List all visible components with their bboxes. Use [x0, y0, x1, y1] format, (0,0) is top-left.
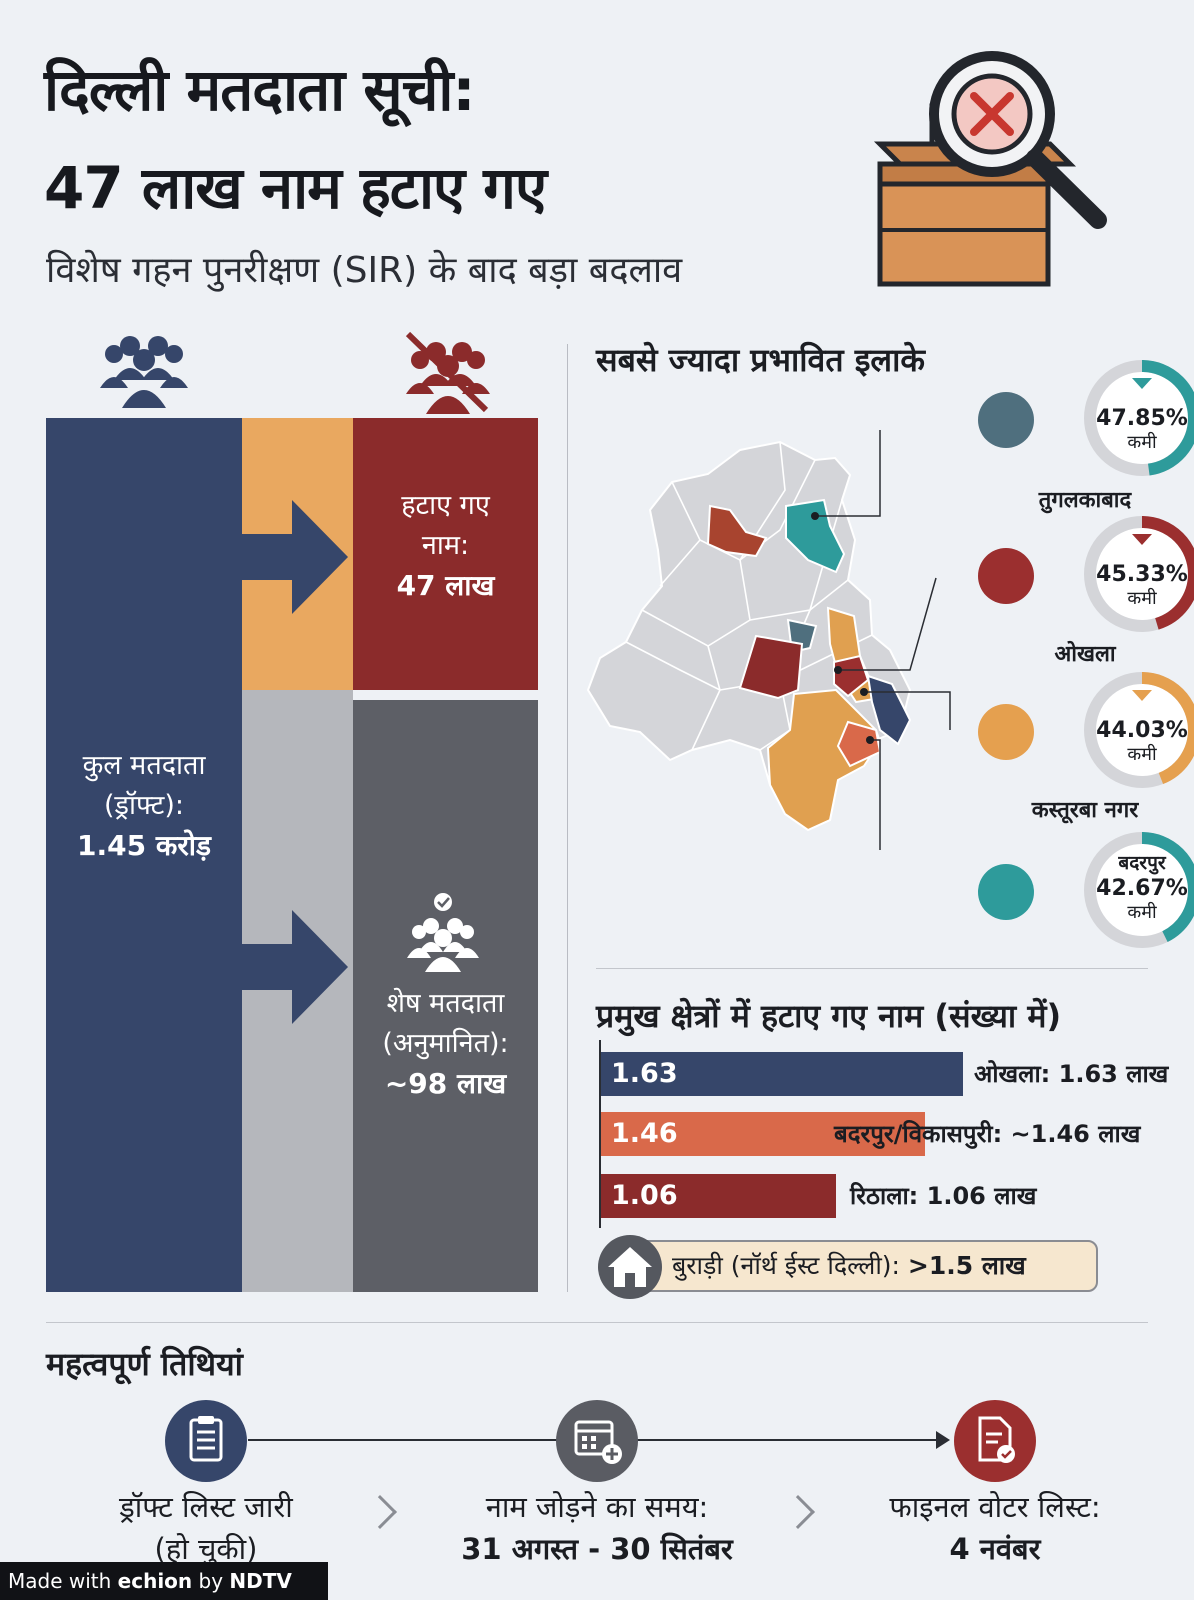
- made-with-text: Made with: [8, 1569, 118, 1593]
- burari-text: बुराड़ी (नॉर्थ ईस्ट दिल्ली): >1.5 लाख: [672, 1240, 1026, 1292]
- stat-okhla: 45.33% कमी: [978, 514, 1194, 644]
- step-draft-list: ड्रॉफ्ट लिस्ट जारी (हो चुकी): [100, 1486, 312, 1570]
- burari-callout: [634, 1240, 1098, 1292]
- stat-name-okhla: ओखला: [1054, 642, 1116, 667]
- total-voters-text: कुल मतदाता (ड्रॉफ्ट): 1.45 करोड़: [46, 746, 242, 866]
- step-draft-line1: ड्रॉफ्ट लिस्ट जारी: [119, 1490, 293, 1524]
- remaining-value: ~98 लाख: [384, 1067, 507, 1100]
- map-region-burari: [785, 498, 846, 574]
- remaining-voters-text: शेष मतदाता (अनुमानित): ~98 लाख: [353, 984, 538, 1104]
- calendar-add-icon: [556, 1400, 638, 1482]
- bar-label-rithala: रिठाला: 1.06 लाख: [850, 1182, 1037, 1210]
- chevron-right-icon: [781, 1495, 815, 1529]
- stat-ring: [1084, 672, 1194, 788]
- map-region-rithala: [706, 504, 768, 558]
- step-draft-line2: (हो चुकी): [154, 1532, 258, 1566]
- section-divider: [567, 344, 568, 1292]
- bar-label-okhla: ओखला: 1.63 लाख: [974, 1060, 1169, 1088]
- step-final-line2: 4 नवंबर: [949, 1532, 1041, 1566]
- removed-names-text: हटाए गए नाम: 47 लाख: [353, 486, 538, 606]
- burari-value: >1.5 लाख: [907, 1251, 1026, 1280]
- echion-logo: echion: [117, 1569, 193, 1593]
- bar-value-okhla: 1.63: [611, 1058, 678, 1089]
- map-region-okhla: [833, 654, 870, 698]
- removed-label-2: नाम:: [421, 530, 470, 561]
- step-final-line1: फाइनल वोटर लिस्ट:: [889, 1490, 1101, 1524]
- bar-okhla: [601, 1052, 963, 1096]
- burari-label: बुराड़ी (नॉर्थ ईस्ट दिल्ली):: [672, 1251, 908, 1280]
- section-divider: [46, 1322, 1148, 1323]
- step-add-line1: नाम जोड़ने का समय:: [485, 1490, 709, 1524]
- remaining-label-2: (अनुमानित):: [382, 1028, 509, 1059]
- map-region-tughlakabad: [836, 720, 882, 768]
- stat-ring: [1084, 832, 1194, 948]
- stat-decrease-label: कमी: [1127, 902, 1157, 923]
- remaining-voters-icon: [407, 893, 479, 972]
- flow-arrow-removed-icon: [242, 500, 348, 614]
- timeline-arrow-icon: [936, 1431, 950, 1449]
- stat-ring: [1084, 360, 1194, 476]
- remaining-voters-block: [353, 700, 538, 1292]
- bars-axis: [599, 1040, 601, 1228]
- clipboard-icon: [165, 1400, 247, 1482]
- made-with-by: by: [192, 1569, 230, 1593]
- removed-voters-icon: [405, 331, 490, 414]
- bar-value-badarpur-vikaspuri: 1.46: [611, 1118, 678, 1149]
- total-label-2: (ड्रॉफ्ट):: [103, 790, 184, 821]
- stat-decrease-label: कमी: [1127, 432, 1157, 453]
- factory-icon: [978, 548, 1034, 604]
- page-subtitle: विशेष गहन पुनरीक्षण (SIR) के बाद बड़ा बद…: [46, 250, 683, 291]
- stat-percent: 45.33%: [1096, 562, 1188, 587]
- chevron-right-icon: [363, 1495, 397, 1529]
- dates-heading: महत्वपूर्ण तिथियां: [46, 1345, 243, 1383]
- home-icon: [598, 1235, 662, 1299]
- stat-tughlakabad: 47.85% कमी: [978, 358, 1194, 488]
- stat-name-kasturba-nagar: कस्तूरबा नगर: [1031, 798, 1139, 823]
- step-add-line2: 31 अगस्त - 30 सितंबर: [461, 1532, 733, 1566]
- page-title-line2: 47 लाख नाम हटाए गए: [44, 154, 547, 222]
- document-check-icon: [954, 1400, 1036, 1482]
- building-icon: [978, 704, 1034, 760]
- remaining-label-1: शेष मतदाता: [386, 988, 505, 1019]
- bar-label-badarpur-vikaspuri: बदरपुर/विकासपुरी: ~1.46 लाख: [834, 1120, 1141, 1148]
- stat-decrease-label: कमी: [1127, 744, 1157, 765]
- map-region-kasturba: [738, 634, 804, 700]
- bus-icon: [978, 864, 1034, 920]
- delhi-map: [586, 430, 951, 850]
- stat-percent: 42.67%: [1096, 876, 1188, 901]
- stat-name-badarpur: बदरपुर: [1118, 852, 1166, 874]
- stat-percent: 44.03%: [1096, 718, 1188, 743]
- bar-badarpur-vikaspuri: [601, 1112, 926, 1156]
- total-voters-block: [46, 418, 242, 1292]
- map-region-badarpur: [866, 674, 912, 746]
- page-title-line1: दिल्ली मतदाता सूची:: [44, 56, 476, 124]
- step-add-names: नाम जोड़ने का समय: 31 अगस्त - 30 सितंबर: [450, 1486, 744, 1570]
- bars-heading: प्रमुख क्षेत्रों में हटाए गए नाम (संख्या…: [596, 997, 1062, 1035]
- affected-areas-heading: सबसे ज्यादा प्रभावित इलाके: [596, 341, 925, 379]
- map-outline: [586, 440, 912, 832]
- removed-names-block: [353, 418, 538, 690]
- made-with-badge: Made with echion by NDTV: [0, 1562, 328, 1600]
- bar-rithala: [601, 1174, 837, 1218]
- step-final-list: फाइनल वोटर लिस्ट: 4 नवंबर: [866, 1486, 1124, 1570]
- voters-group-icon: [100, 336, 188, 408]
- section-divider: [596, 968, 1148, 969]
- removed-value: 47 लाख: [396, 569, 495, 602]
- stat-percent: 47.85%: [1096, 406, 1188, 431]
- ndtv-logo: NDTV: [229, 1569, 292, 1593]
- stat-decrease-label: कमी: [1127, 588, 1157, 609]
- fort-icon: [978, 392, 1034, 448]
- stat-name-tughlakabad: तुगलकाबाद: [1038, 488, 1132, 513]
- stat-kasturba-nagar: 44.03% कमी: [978, 670, 1194, 800]
- ballot-box-magnifier-icon: [873, 51, 1107, 287]
- flow-arrow-remaining-icon: [242, 910, 348, 1024]
- total-value: 1.45 करोड़: [76, 829, 212, 862]
- removed-label-1: हटाए गए: [401, 490, 490, 521]
- stat-badarpur: बदरपुर 42.67% कमी: [978, 830, 1194, 960]
- stat-ring: [1084, 516, 1194, 632]
- bar-value-rithala: 1.06: [611, 1180, 678, 1211]
- total-label-1: कुल मतदाता: [82, 750, 206, 781]
